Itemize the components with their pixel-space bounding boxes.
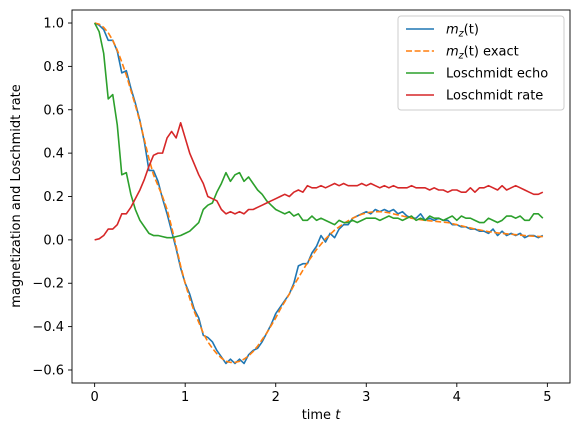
y-tick-label: −0.4 bbox=[32, 320, 64, 335]
y-tick-label: 0.2 bbox=[43, 190, 64, 205]
x-axis-label-var: t bbox=[335, 408, 341, 423]
plot-frame bbox=[71, 9, 571, 384]
series-line-loschmidt-echo bbox=[93, 22, 544, 239]
legend-entry: Loschmidt rate bbox=[446, 89, 543, 104]
x-tick-label: 1 bbox=[181, 390, 189, 405]
legend-name-sub: z bbox=[458, 51, 465, 62]
legend-entry: Loschmidt echo bbox=[446, 67, 548, 82]
legend-name-prefix: m bbox=[446, 23, 459, 38]
x-tick-label: 4 bbox=[453, 390, 461, 405]
series-line-mz bbox=[94, 22, 544, 365]
plot-area bbox=[93, 22, 544, 365]
legend-name-suffix: (t) bbox=[464, 23, 479, 38]
y-tick-label: −0.6 bbox=[32, 363, 64, 378]
legend-name-prefix: m bbox=[446, 45, 459, 60]
legend-box bbox=[397, 15, 565, 111]
y-tick-label: 0.0 bbox=[43, 233, 64, 248]
series-line-loschmidt-rate bbox=[94, 121, 544, 241]
y-tick-label: 0.8 bbox=[43, 60, 64, 75]
legend-entry: mz(t) bbox=[446, 23, 479, 40]
x-axis-label: time t bbox=[302, 408, 342, 423]
x-tick-label: 3 bbox=[362, 390, 370, 405]
legend-entry: mz(t) exact bbox=[446, 45, 519, 62]
series-layer bbox=[93, 22, 544, 365]
y-tick-label: 0.6 bbox=[43, 103, 64, 118]
y-tick-label: −0.2 bbox=[32, 277, 64, 292]
x-axis-label-text: time bbox=[302, 408, 336, 423]
ticks-group: 0 1 2 3 4 5 −0.6 −0.4 −0.2 0.0 0.2 0.4 0.6 0.8 1.0 bbox=[32, 17, 551, 405]
legend-name-sub: z bbox=[458, 29, 465, 40]
x-tick-label: 0 bbox=[90, 390, 98, 405]
y-axis-label: magnetization and Loschmidt rate bbox=[9, 84, 24, 308]
y-tick-label: 0.4 bbox=[43, 147, 64, 162]
x-tick-label: 2 bbox=[272, 390, 280, 405]
legend-name-suffix: (t) exact bbox=[464, 45, 519, 60]
y-tick-label: 1.0 bbox=[43, 17, 64, 32]
x-tick-label: 5 bbox=[543, 390, 551, 405]
